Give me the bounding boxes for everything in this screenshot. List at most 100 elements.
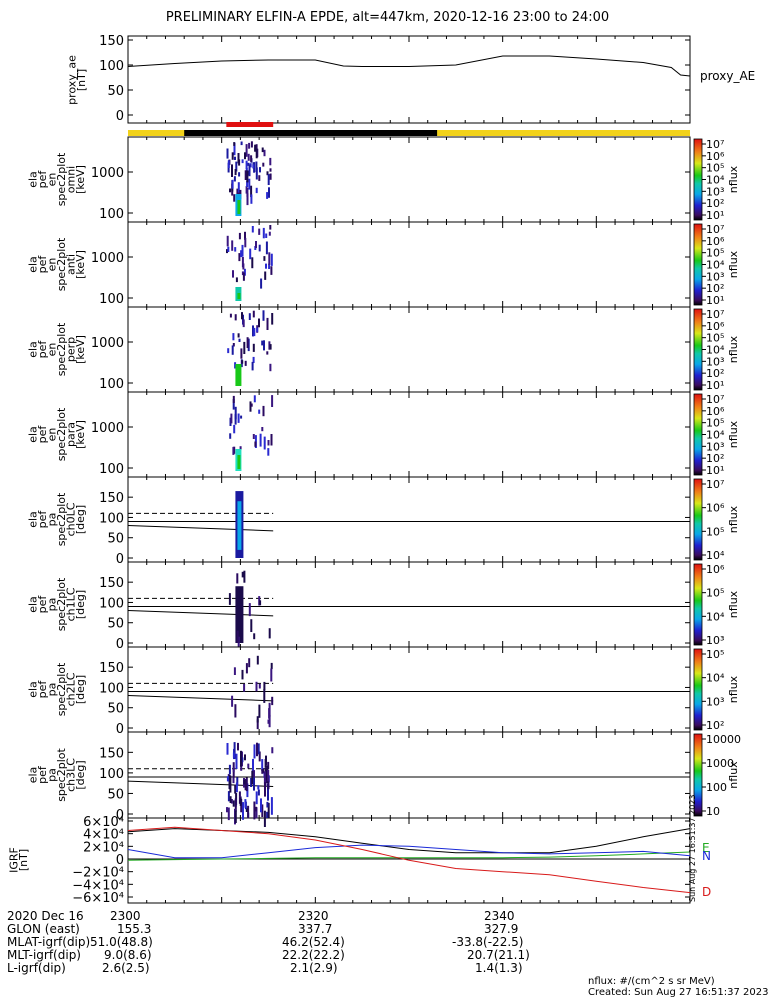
panel-ch1LC-ylabel-line: spec2plot <box>55 577 68 631</box>
panel-ch3LC-pixel <box>260 798 262 813</box>
panel-ch1LC-cbar-label: nflux <box>727 590 740 618</box>
panel-ch3LC-pixel <box>232 800 235 807</box>
panel-anti-pixel <box>232 270 234 278</box>
panel-para-pixel <box>254 441 257 447</box>
panel-perp-yticklabel: 1000 <box>91 336 124 351</box>
panel-perp-pixel <box>246 337 249 348</box>
panel-perp-pixel <box>266 317 269 330</box>
footer-mlat-2: 46.2(52.4) <box>282 935 345 949</box>
panel-ch3LC-pixel <box>253 770 255 783</box>
panel-ch3LC-pixel <box>267 761 270 769</box>
panel-ch1LC-frame <box>127 561 691 648</box>
panel-ch2LC-yticklabel: 0 <box>116 722 124 737</box>
panel-ch1LC-cbar-label-text: nflux <box>727 590 740 618</box>
footer-label-date: 2020 Dec 16 <box>7 909 84 923</box>
panel-anti-pixel <box>226 249 228 254</box>
panel-para-ylabel-line: pef <box>36 425 49 444</box>
panel-ch3LC-pixel <box>271 747 274 754</box>
panel-ch3LC-pixel <box>252 758 254 772</box>
panel-ch3LC-pixel <box>253 744 256 759</box>
panel-omni-pixel <box>254 144 257 152</box>
panel-para-cbar-ticklabel: 10³ <box>706 440 724 453</box>
panel-anti-cbar-ticklabel: 10² <box>706 282 724 295</box>
panel-ch2LC-pixel <box>258 683 261 689</box>
panel-ch0LC-colorbar <box>693 478 703 561</box>
panel-omni-pixel <box>245 167 248 172</box>
panel-ch3LC-pixel <box>251 770 254 785</box>
footer-glon-2: 337.7 <box>298 922 333 936</box>
panel-ch1LC-ylabel-line: ela <box>26 596 39 613</box>
panel-ch3LC-ylabel-line: spec2plot <box>55 748 68 802</box>
panel-ch3LC-pixel <box>270 797 273 815</box>
panel-ch3LC-pixel <box>232 752 235 758</box>
panel-perp-pixel <box>262 310 265 321</box>
panel-anti-pixel <box>270 253 273 266</box>
panel-ch2LC-ylabel-line: ela <box>26 681 39 698</box>
panel-ch1LC-pixel <box>248 603 251 617</box>
panel-para-pixel <box>239 446 242 450</box>
panel-perp-blob-core <box>237 370 241 384</box>
panel-ch1LC-yticklabel: 150 <box>99 576 124 591</box>
panel-ch3LC-pixel <box>257 743 260 755</box>
panel-perp-colorbar <box>693 308 703 391</box>
panel-anti-pixel <box>244 237 247 248</box>
igrf-ylabel-line: IGRF <box>7 847 20 873</box>
igrf-line-total <box>127 828 691 854</box>
panel-ch2LC-pixel <box>256 719 259 730</box>
panel-para-pixel <box>249 401 252 412</box>
panel-omni-cbar-ticklabel: 10⁷ <box>706 138 724 151</box>
panel-para-cbar-ticklabel: 10¹ <box>706 464 724 477</box>
panel-anti-pixel <box>243 268 246 276</box>
panel-para-pixel <box>237 413 240 423</box>
panel-ch1LC-ylabel-line: pa <box>45 598 58 612</box>
panel-perp-cbar-label: nflux <box>727 335 740 363</box>
panel-para-cbar-ticklabel: 10² <box>706 452 724 465</box>
panel-ch3LC-pixel <box>247 763 250 769</box>
igrf-legend-E: E <box>702 841 710 855</box>
panel-omni-pixel <box>266 192 269 199</box>
panel-ch2LC-ylabel-line: pef <box>36 680 49 699</box>
panel-perp-pixel <box>229 313 232 318</box>
panel-ch0LC-yticklabel: 50 <box>107 532 124 547</box>
panel-omni-pixel <box>255 148 258 159</box>
highlight-bar <box>226 122 274 127</box>
panel-ch3LC-cbar-ticklabel: 10 <box>706 805 720 818</box>
panel-ch0LC-yticklabel: 150 <box>99 491 124 506</box>
panel-omni-ylabel-line: pef <box>36 170 49 189</box>
panel-frames <box>127 35 706 904</box>
panel-ch3LC-pixel <box>266 811 269 818</box>
panel-anti-ylabel-line: [keV] <box>74 250 87 279</box>
panel-perp-pixel <box>252 343 255 352</box>
panel-anti-ylabel-line: pef <box>36 255 49 274</box>
panel-perp-cbar-ticklabel: 10¹ <box>706 379 724 392</box>
panel-para-pixel <box>233 424 236 434</box>
panel-perp-pixel <box>247 338 250 352</box>
panel-para-pixel <box>259 433 262 447</box>
panel-omni-pixel <box>269 168 272 172</box>
panel-anti-pixel <box>270 266 273 275</box>
panel-anti-pixel <box>264 271 267 280</box>
panel-ch1LC-cbar-ticklabel: 10³ <box>706 634 724 647</box>
panel-ch2LC-colorbar <box>693 648 703 731</box>
panel-para-ylabel-line: ela <box>26 426 39 443</box>
panel-perp-ylabel-line: perp <box>64 337 77 362</box>
panel-ch3LC-pixel <box>234 784 237 794</box>
panel-ch3LC-pixel <box>247 805 250 819</box>
panel-ch1LC-yticklabel: 0 <box>116 637 124 652</box>
panel-perp-ylabel-line: spec2plot <box>55 322 68 376</box>
panel-omni-pixel <box>231 179 234 189</box>
panel-perp-cbar-ticklabel: 10⁵ <box>706 332 724 345</box>
science-zone-bar <box>184 130 438 136</box>
panel-omni-pixel <box>250 194 253 204</box>
panel-ch3LC-pixel <box>240 750 242 767</box>
panel-para-yticklabel: 100 <box>99 462 124 477</box>
panel-ch3LC-yticklabel: 100 <box>99 767 124 782</box>
panel-perp-pixel <box>243 341 246 354</box>
panel-ch2LC-frame <box>127 646 691 733</box>
panel-ch3LC-pixel <box>267 777 270 790</box>
panel-anti-cbar-label: nflux <box>727 250 740 278</box>
